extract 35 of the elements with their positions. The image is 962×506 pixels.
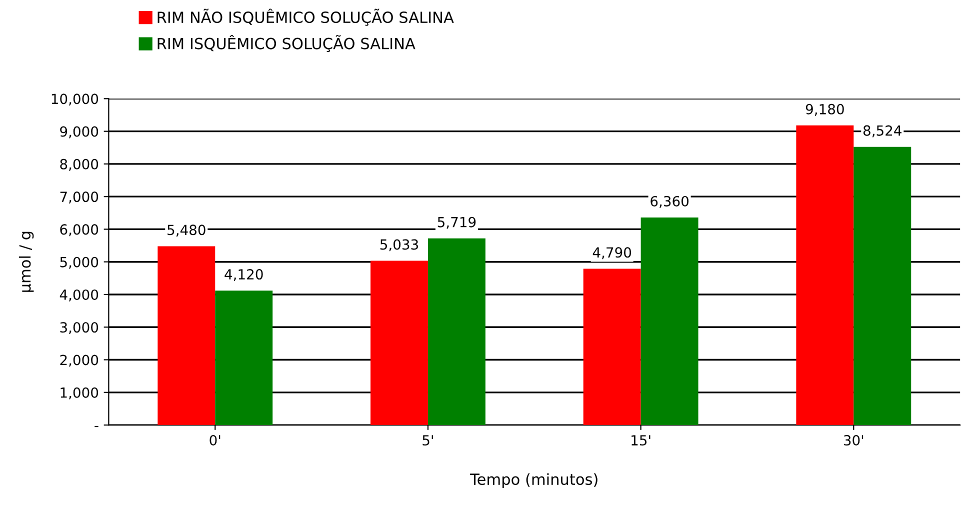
legend-label: RIM NÃO ISQUÊMICO SOLUÇÃO SALINA (158, 8, 454, 26)
data-label: 4,790 (592, 247, 632, 260)
y-tick-label: - (94, 426, 98, 428)
y-tick-label: 6,000 (60, 224, 98, 236)
y-tick-label: 10,000 (52, 94, 98, 106)
bar (640, 217, 698, 426)
data-label: 6,360 (650, 196, 689, 208)
y-tick-label: 1,000 (60, 387, 98, 400)
y-axis-title: µmol / g (18, 232, 34, 292)
x-axis-title: Tempo (minutos) (470, 473, 598, 488)
bar (796, 125, 854, 426)
y-tick-label: 4,000 (60, 289, 98, 302)
data-label: 5,480 (168, 224, 206, 237)
y-tick-label: 8,000 (60, 158, 98, 171)
bar (428, 238, 486, 426)
data-label: 5,033 (380, 239, 418, 252)
x-tick-label: 5' (422, 435, 433, 446)
bar (583, 268, 641, 426)
bar (215, 290, 273, 426)
x-tick-label: 0' (210, 435, 220, 446)
data-label: 9,180 (806, 104, 844, 116)
data-label: 5,719 (438, 216, 476, 229)
bar (854, 146, 912, 426)
legend-label: RIM ISQUÊMICO SOLUÇÃO SALINA (158, 34, 416, 52)
y-tick-label: 9,000 (60, 126, 98, 138)
y-tick-label: 7,000 (60, 192, 98, 204)
data-label: 8,524 (863, 125, 902, 138)
x-tick-label: 15' (632, 435, 650, 446)
bar (370, 260, 428, 426)
y-tick-label: 2,000 (60, 354, 98, 367)
x-tick-label: 30' (844, 435, 864, 446)
y-tick-label: 5,000 (60, 256, 98, 269)
y-tick-label: 3,000 (60, 322, 98, 334)
bar (158, 246, 216, 426)
data-label: 4,120 (224, 269, 263, 281)
